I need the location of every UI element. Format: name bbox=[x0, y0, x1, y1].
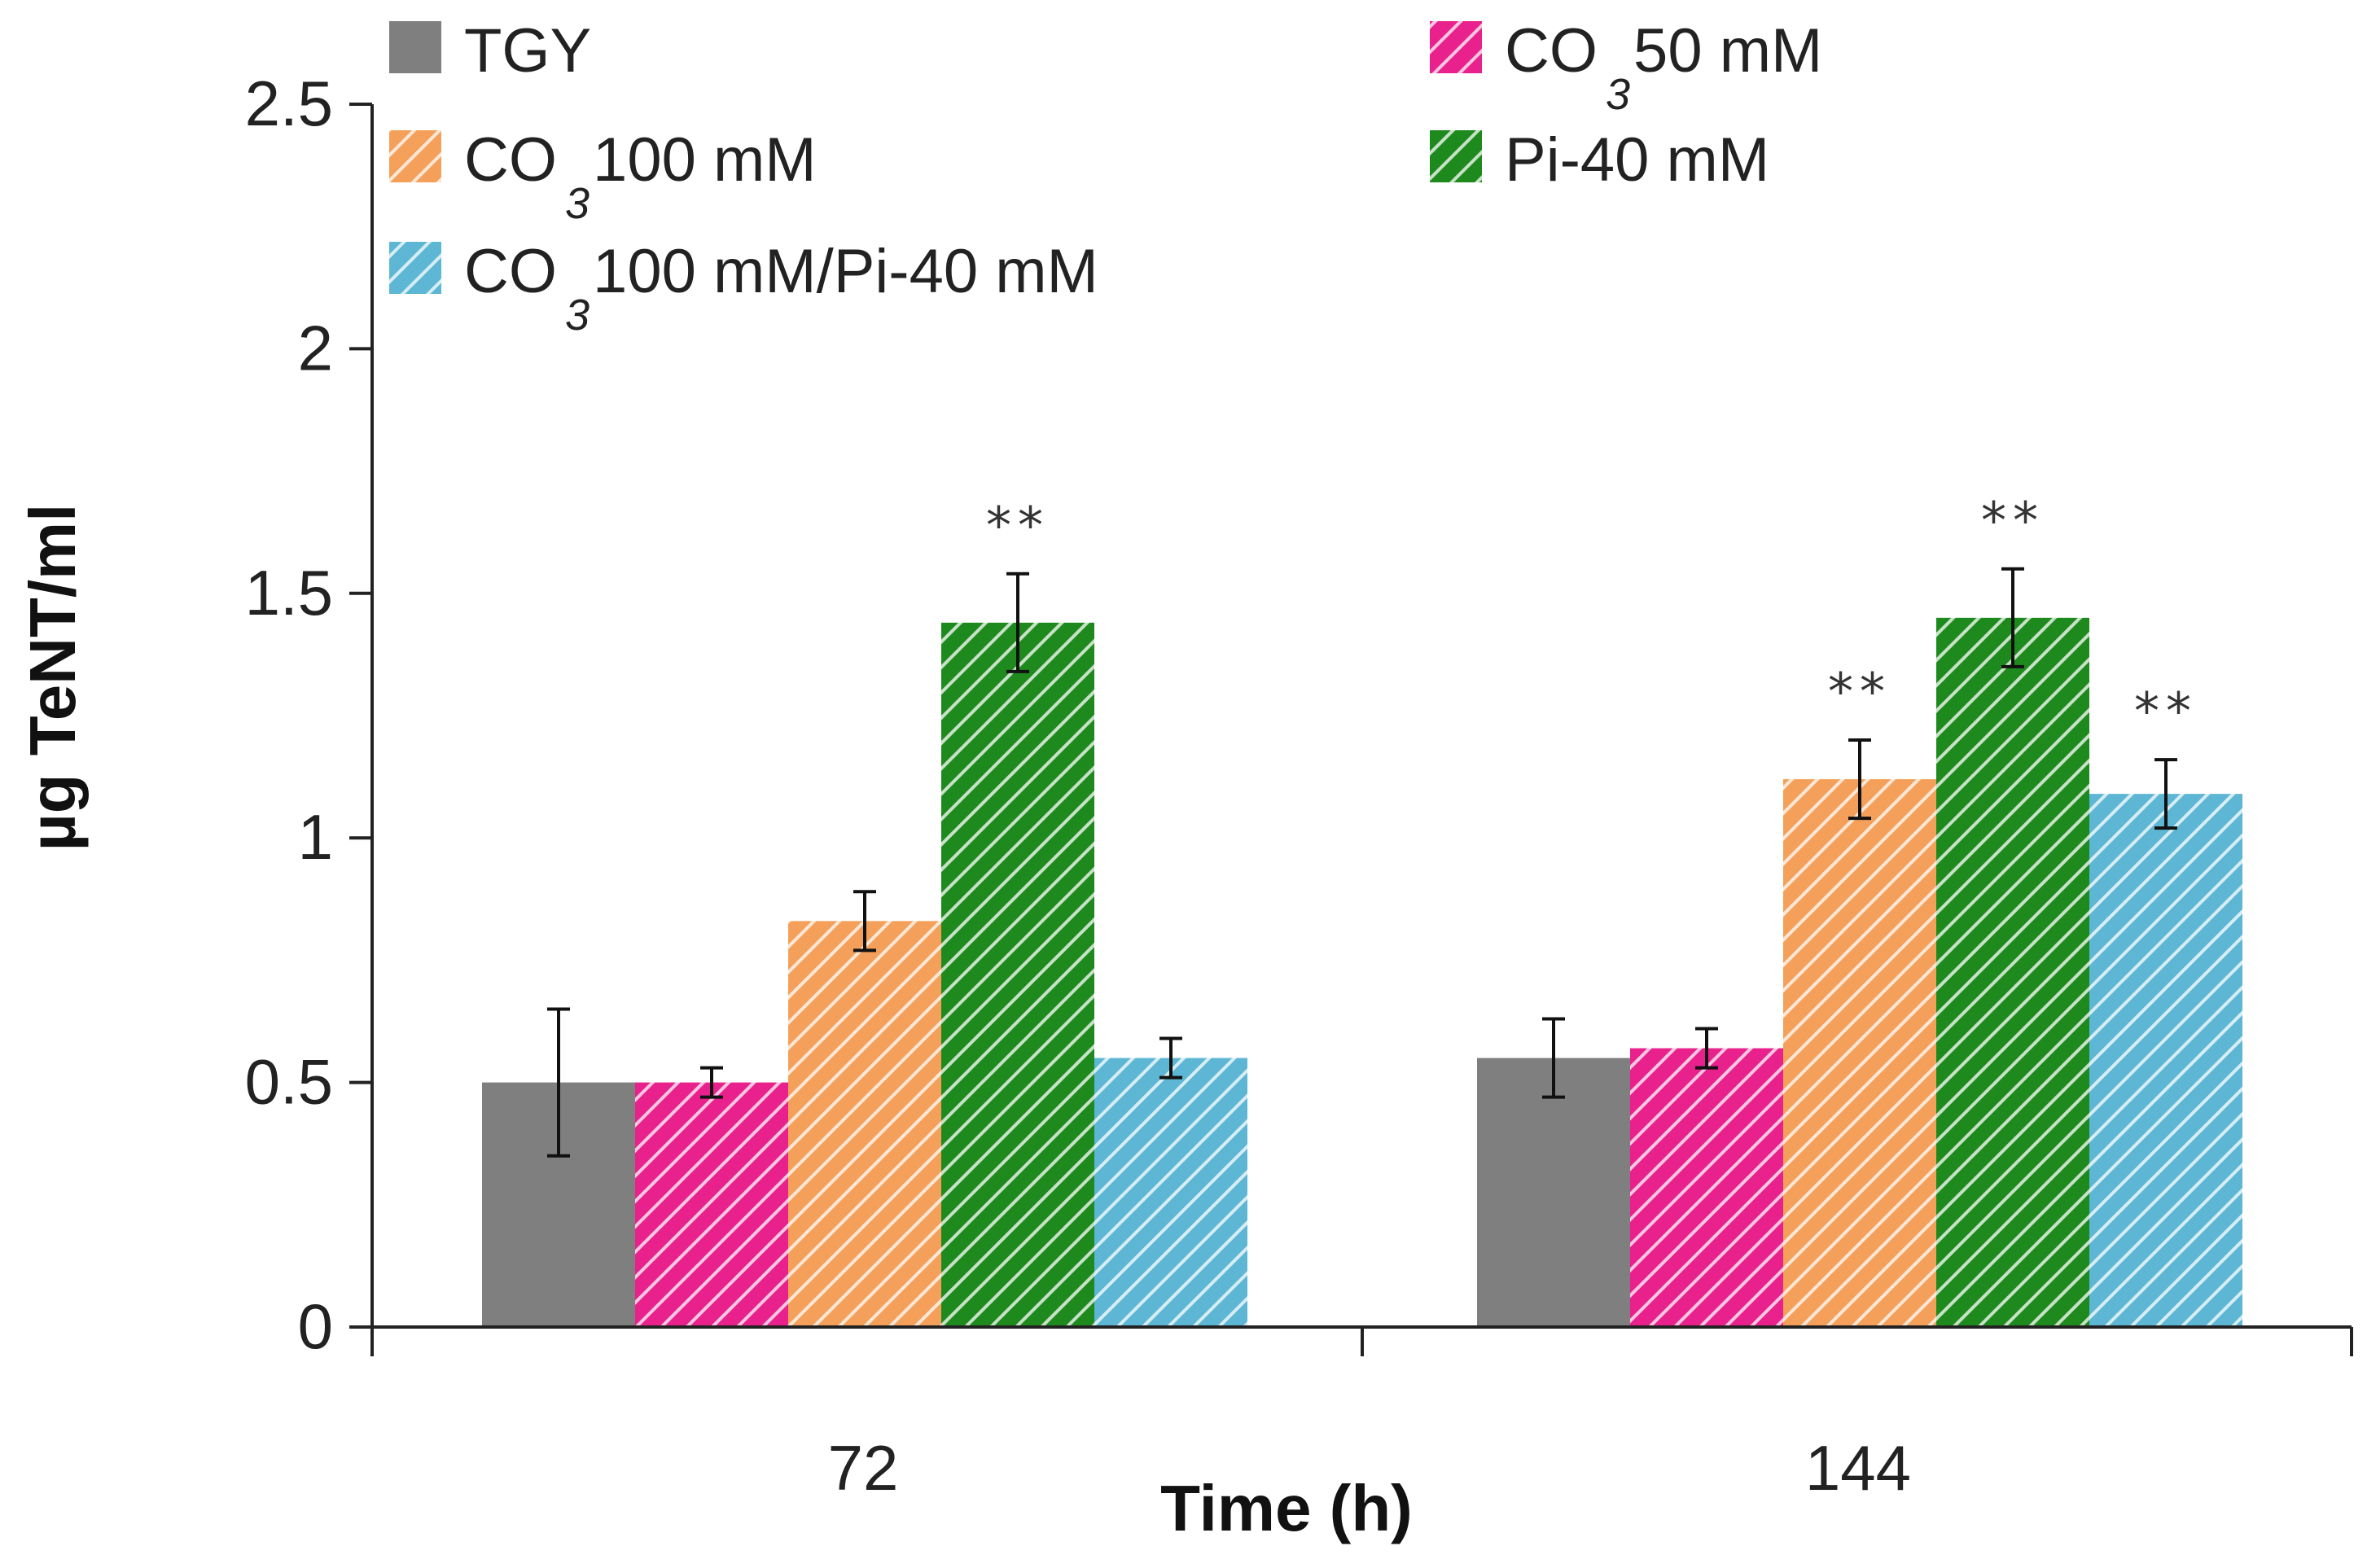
legend: TGY CO350 mM CO3100 mM Pi-40 mM CO3100 mM/Pi… bbox=[389, 16, 1822, 339]
error-bar-72-series-0 bbox=[547, 1007, 570, 1158]
legend-swatch-4 bbox=[389, 242, 441, 294]
legend-entry-1: CO350 mM bbox=[1430, 16, 1822, 119]
legend-swatch-1 bbox=[1430, 21, 1482, 73]
error-bar-72-series-2 bbox=[853, 890, 876, 953]
y-tick-label-0: 0 bbox=[298, 1290, 333, 1362]
x-tick-label-144: 144 bbox=[1805, 1432, 1911, 1504]
error-bars bbox=[547, 567, 2177, 1158]
legend-entry-0: TGY bbox=[389, 16, 591, 85]
bar-144-series-1 bbox=[1630, 1048, 1783, 1327]
legend-swatch-2 bbox=[389, 130, 441, 182]
significance-annotations: ** ** ** ** bbox=[986, 491, 2198, 741]
bar-144-series-0 bbox=[1477, 1058, 1630, 1327]
bar-72-series-2 bbox=[788, 921, 941, 1327]
bar-72-series-1 bbox=[635, 1082, 788, 1327]
legend-label-1: CO350 mM bbox=[1505, 16, 1822, 119]
legend-entry-2: CO3100 mM bbox=[389, 125, 817, 228]
y-tick-label-1.5: 1.5 bbox=[245, 557, 333, 629]
error-bar-144-series-4 bbox=[2154, 758, 2177, 830]
legend-entry-4: CO3100 mM/Pi-40 mM bbox=[389, 237, 1098, 339]
legend-label-3: Pi-40 mM bbox=[1505, 125, 1769, 195]
y-tick-label-2.5: 2.5 bbox=[245, 68, 333, 139]
y-tick-label-2: 2 bbox=[298, 312, 333, 383]
significance-label-144-series-2: ** bbox=[1828, 662, 1891, 721]
axes: 0 0.5 1 1.5 2 2.5 72 144 bbox=[245, 68, 2353, 1504]
bars bbox=[482, 617, 2242, 1327]
legend-swatch-0 bbox=[389, 21, 441, 73]
x-axis-title: Time (h) bbox=[1160, 1472, 1413, 1544]
bar-144-series-3 bbox=[1936, 617, 2089, 1327]
bar-144-series-4 bbox=[2089, 794, 2242, 1327]
legend-swatch-3 bbox=[1430, 130, 1482, 182]
legend-label-2: CO3100 mM bbox=[464, 125, 817, 228]
legend-label-4: CO3100 mM/Pi-40 mM bbox=[464, 237, 1098, 339]
legend-entry-3: Pi-40 mM bbox=[1430, 125, 1769, 195]
significance-label-144-series-4: ** bbox=[2134, 681, 2198, 741]
legend-label-0: TGY bbox=[464, 16, 591, 85]
error-bar-144-series-1 bbox=[1695, 1027, 1718, 1070]
x-tick-label-72: 72 bbox=[828, 1432, 899, 1504]
y-axis-title: µg TeNT/ml bbox=[16, 504, 89, 852]
bar-144-series-2 bbox=[1783, 779, 1936, 1327]
error-bar-72-series-1 bbox=[700, 1066, 723, 1099]
y-tick-label-1: 1 bbox=[298, 801, 333, 873]
error-bar-144-series-2 bbox=[1848, 738, 1871, 821]
error-bar-72-series-4 bbox=[1159, 1036, 1182, 1080]
bar-72-series-4 bbox=[1094, 1058, 1247, 1327]
significance-label-72-series-3: ** bbox=[986, 496, 1050, 555]
y-tick-label-0.5: 0.5 bbox=[245, 1046, 333, 1118]
significance-label-144-series-3: ** bbox=[1981, 491, 2045, 550]
error-bar-72-series-3 bbox=[1006, 572, 1029, 673]
error-bar-144-series-3 bbox=[2001, 567, 2024, 668]
bar-72-series-3 bbox=[941, 622, 1094, 1327]
error-bar-144-series-0 bbox=[1542, 1017, 1565, 1099]
